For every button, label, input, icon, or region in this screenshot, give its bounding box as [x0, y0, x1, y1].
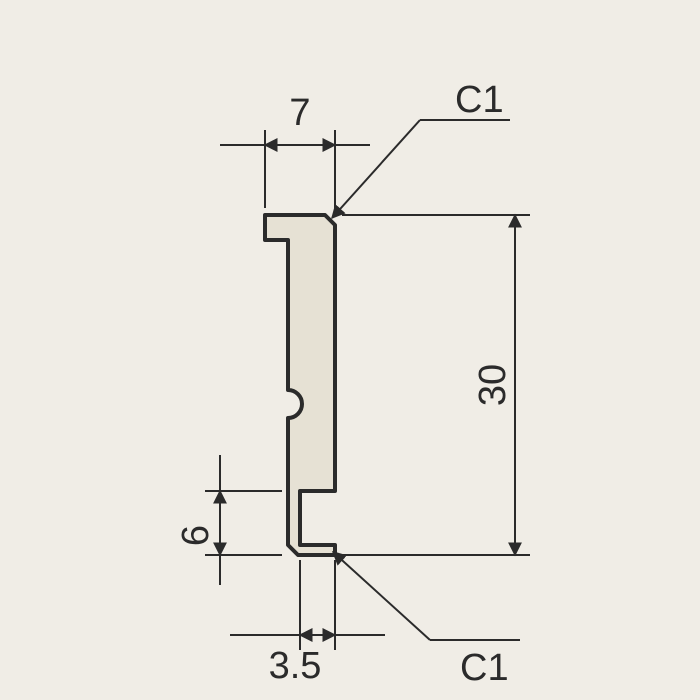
dim-height-main: 30: [342, 215, 530, 555]
leader-chamfer-bottom: C1: [333, 552, 520, 689]
chamfer-top-label: C1: [455, 79, 504, 121]
technical-drawing: 7 C1 30 6 3.5 C1: [0, 0, 700, 700]
part-profile: [265, 215, 335, 555]
leader-chamfer-top: C1: [332, 79, 510, 218]
dim-step-height: 6: [175, 455, 282, 585]
chamfer-bottom-label: C1: [460, 647, 509, 689]
dim-bottom-width-value: 3.5: [269, 645, 322, 687]
dim-top-width: 7: [220, 92, 370, 208]
dim-top-width-value: 7: [289, 92, 310, 134]
dim-step-height-value: 6: [175, 525, 217, 546]
dim-height-value: 30: [472, 364, 514, 406]
